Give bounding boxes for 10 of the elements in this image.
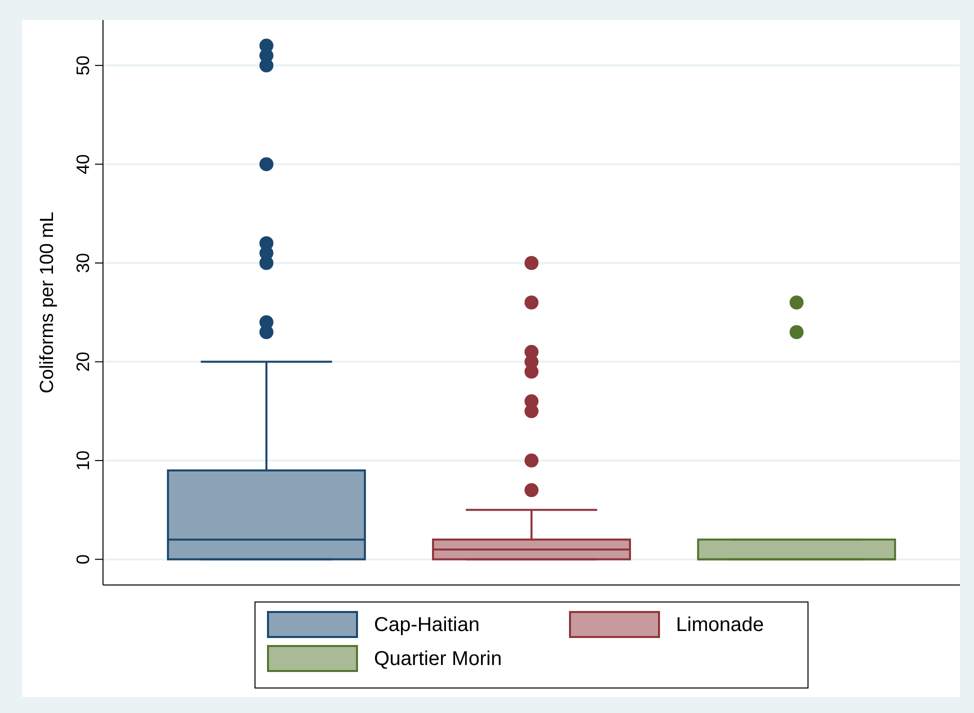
y-tick-label: 30 xyxy=(73,252,93,274)
y-tick-label: 0 xyxy=(73,554,93,564)
y-tick-label: 20 xyxy=(73,352,93,372)
y-axis-title: Coliforms per 100 mL xyxy=(37,212,58,394)
y-tick-label: 10 xyxy=(73,450,93,471)
y-tick-label: 50 xyxy=(73,55,93,76)
legend-label: Quartier Morin xyxy=(374,648,502,670)
legend-label: Limonade xyxy=(676,614,764,636)
y-tick-label: 40 xyxy=(73,154,93,174)
legend-label: Cap-Haitian xyxy=(374,614,480,636)
